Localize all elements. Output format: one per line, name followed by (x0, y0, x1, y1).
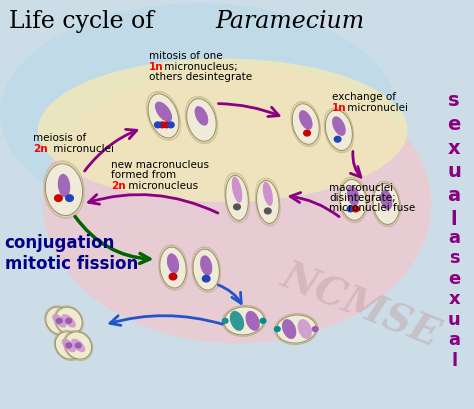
Text: u: u (448, 310, 460, 328)
Ellipse shape (246, 311, 260, 331)
Circle shape (169, 274, 177, 280)
Text: others desintegrate: others desintegrate (149, 72, 253, 82)
Ellipse shape (226, 176, 248, 221)
Text: 1n: 1n (149, 61, 164, 72)
Text: mitosis of one: mitosis of one (149, 51, 223, 61)
Ellipse shape (62, 339, 76, 353)
Ellipse shape (155, 102, 172, 123)
Text: disintegrate;: disintegrate; (329, 192, 396, 202)
Ellipse shape (200, 256, 212, 276)
Ellipse shape (55, 332, 82, 359)
Ellipse shape (224, 307, 264, 335)
Text: a: a (448, 330, 460, 348)
Ellipse shape (276, 315, 316, 343)
Text: micronuclei fuse: micronuclei fuse (329, 202, 416, 213)
Circle shape (264, 209, 271, 214)
Ellipse shape (340, 180, 366, 221)
Text: l: l (451, 209, 457, 228)
Circle shape (260, 319, 266, 324)
Text: meiosis of: meiosis of (33, 133, 90, 143)
Ellipse shape (195, 107, 208, 126)
Circle shape (222, 319, 228, 324)
Circle shape (66, 196, 73, 202)
Ellipse shape (373, 184, 400, 225)
Circle shape (164, 123, 170, 128)
Ellipse shape (230, 311, 244, 331)
Text: s: s (448, 91, 460, 110)
Circle shape (167, 123, 174, 128)
Ellipse shape (326, 111, 352, 151)
Ellipse shape (282, 319, 296, 339)
Text: Paramecium: Paramecium (216, 10, 365, 33)
Ellipse shape (38, 59, 408, 202)
Text: micronuclei: micronuclei (344, 102, 408, 112)
Circle shape (304, 131, 310, 137)
Text: s: s (449, 249, 459, 267)
Circle shape (159, 123, 165, 128)
Text: NCMSE: NCMSE (275, 256, 444, 354)
Text: a: a (447, 186, 461, 204)
Circle shape (234, 204, 240, 210)
Text: 1n: 1n (332, 102, 346, 112)
Ellipse shape (71, 339, 85, 353)
Text: 2n: 2n (111, 180, 126, 190)
Ellipse shape (256, 181, 279, 224)
Circle shape (202, 276, 210, 282)
Text: u: u (447, 162, 461, 181)
Ellipse shape (187, 99, 216, 142)
Text: exchange of: exchange of (332, 92, 396, 102)
Ellipse shape (55, 308, 82, 335)
Text: micronuclei: micronuclei (50, 143, 114, 153)
Text: new macronucleus: new macronucleus (111, 160, 210, 170)
Circle shape (55, 196, 62, 202)
Ellipse shape (299, 111, 312, 130)
Ellipse shape (65, 332, 91, 359)
Ellipse shape (46, 164, 82, 216)
Text: e: e (448, 269, 460, 287)
Ellipse shape (292, 105, 319, 145)
Ellipse shape (332, 117, 346, 137)
Circle shape (347, 207, 354, 212)
Circle shape (312, 327, 318, 332)
Text: 2n: 2n (33, 143, 48, 153)
Ellipse shape (167, 254, 179, 274)
Text: Life cycle of: Life cycle of (9, 10, 162, 33)
Circle shape (75, 343, 81, 348)
Ellipse shape (148, 94, 179, 139)
Circle shape (274, 327, 280, 332)
Ellipse shape (380, 190, 392, 211)
Text: x: x (448, 290, 460, 308)
Text: x: x (448, 138, 460, 157)
Ellipse shape (62, 314, 76, 328)
Text: conjugation: conjugation (5, 234, 115, 252)
Ellipse shape (232, 177, 242, 203)
Ellipse shape (46, 308, 73, 335)
Circle shape (334, 137, 341, 143)
Circle shape (66, 319, 72, 324)
Circle shape (56, 319, 62, 324)
Ellipse shape (0, 4, 398, 225)
Ellipse shape (193, 249, 219, 290)
Text: micronucleus;: micronucleus; (161, 61, 238, 72)
Circle shape (352, 207, 359, 212)
Ellipse shape (58, 174, 70, 198)
Ellipse shape (160, 247, 186, 288)
Text: mitotic fission: mitotic fission (5, 254, 138, 272)
Ellipse shape (43, 65, 431, 344)
Ellipse shape (52, 314, 66, 328)
Ellipse shape (263, 182, 273, 207)
Text: a: a (448, 228, 460, 246)
Text: l: l (451, 351, 457, 369)
Circle shape (66, 343, 72, 348)
Text: formed from: formed from (111, 170, 176, 180)
Circle shape (155, 123, 161, 128)
Text: e: e (447, 115, 461, 133)
Ellipse shape (298, 319, 312, 339)
Text: macronuclei: macronuclei (329, 182, 393, 192)
Text: micronucleus: micronucleus (125, 180, 198, 190)
Ellipse shape (347, 186, 359, 207)
